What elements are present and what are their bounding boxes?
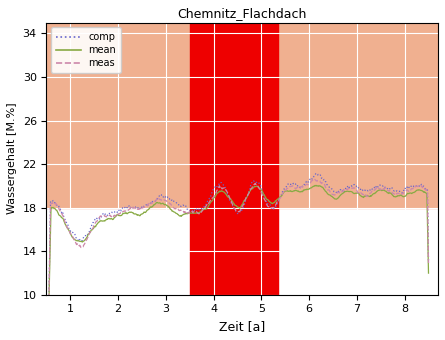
mean bbox=[313, 183, 319, 187]
X-axis label: Zeit [a]: Zeit [a] bbox=[219, 320, 265, 333]
comp bbox=[342, 188, 348, 192]
meas bbox=[311, 177, 316, 181]
Line: meas: meas bbox=[49, 179, 429, 305]
Line: mean: mean bbox=[49, 185, 429, 305]
Legend: comp, mean, meas: comp, mean, meas bbox=[51, 27, 121, 73]
mean bbox=[139, 212, 145, 216]
comp bbox=[295, 185, 301, 189]
meas bbox=[46, 303, 52, 307]
meas bbox=[342, 187, 348, 191]
meas bbox=[139, 206, 145, 210]
Bar bbox=[46, 22, 438, 208]
meas bbox=[166, 201, 172, 205]
mean bbox=[426, 271, 431, 275]
Title: Chemnitz_Flachdach: Chemnitz_Flachdach bbox=[178, 7, 307, 20]
meas bbox=[295, 185, 301, 189]
comp bbox=[426, 259, 431, 263]
Line: comp: comp bbox=[49, 173, 429, 302]
meas bbox=[426, 261, 431, 265]
comp bbox=[166, 197, 172, 201]
meas bbox=[153, 199, 158, 203]
mean bbox=[153, 201, 158, 205]
mean bbox=[389, 192, 394, 196]
mean bbox=[166, 205, 172, 209]
meas bbox=[389, 189, 394, 193]
comp bbox=[46, 300, 52, 304]
mean bbox=[46, 303, 52, 307]
comp bbox=[389, 186, 394, 190]
mean bbox=[342, 190, 348, 194]
mean bbox=[295, 189, 301, 193]
comp bbox=[153, 199, 158, 203]
comp bbox=[139, 205, 145, 209]
comp bbox=[313, 171, 319, 175]
Bar bbox=[190, 22, 278, 295]
Y-axis label: Wassergehalt [M.%]: Wassergehalt [M.%] bbox=[7, 103, 17, 215]
